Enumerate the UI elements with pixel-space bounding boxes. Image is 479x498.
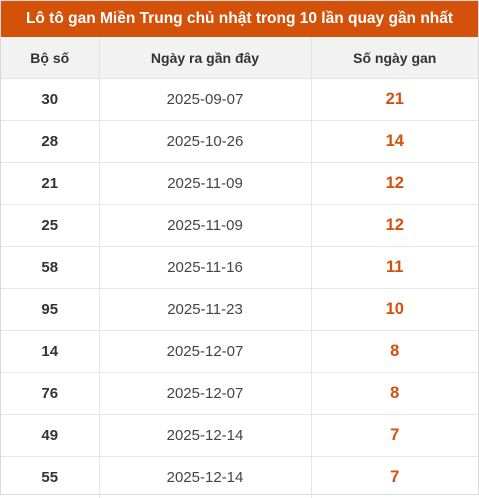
cell-date: 2025-12-14	[99, 457, 311, 498]
cell-date: 2025-12-14	[99, 415, 311, 457]
cell-date: 2025-11-09	[99, 163, 311, 205]
header-row: Bộ số Ngày ra gần đây Số ngày gan	[1, 37, 478, 79]
cell-days: 8	[311, 331, 478, 373]
cell-number: 76	[1, 373, 99, 415]
header-number: Bộ số	[1, 37, 99, 79]
cell-days: 7	[311, 457, 478, 498]
table-row: 76 2025-12-07 8	[1, 373, 478, 415]
cell-days: 10	[311, 289, 478, 331]
cell-number: 28	[1, 121, 99, 163]
cell-date: 2025-10-26	[99, 121, 311, 163]
table-header: Bộ số Ngày ra gần đây Số ngày gan	[1, 37, 478, 79]
cell-days: 12	[311, 205, 478, 247]
cell-number: 14	[1, 331, 99, 373]
cell-days: 14	[311, 121, 478, 163]
table-row: 95 2025-11-23 10	[1, 289, 478, 331]
table-row: 28 2025-10-26 14	[1, 121, 478, 163]
table-title: Lô tô gan Miền Trung chủ nhật trong 10 l…	[1, 1, 478, 37]
table-row: 49 2025-12-14 7	[1, 415, 478, 457]
table-row: 58 2025-11-16 11	[1, 247, 478, 289]
cell-date: 2025-11-23	[99, 289, 311, 331]
cell-number: 58	[1, 247, 99, 289]
cell-number: 30	[1, 79, 99, 121]
cell-date: 2025-12-07	[99, 331, 311, 373]
table-row: 14 2025-12-07 8	[1, 331, 478, 373]
header-days: Số ngày gan	[311, 37, 478, 79]
cell-days: 21	[311, 79, 478, 121]
cell-number: 21	[1, 163, 99, 205]
cell-days: 12	[311, 163, 478, 205]
cell-date: 2025-12-07	[99, 373, 311, 415]
cell-days: 7	[311, 415, 478, 457]
cell-date: 2025-11-09	[99, 205, 311, 247]
cell-date: 2025-09-07	[99, 79, 311, 121]
cell-date: 2025-11-16	[99, 247, 311, 289]
header-date: Ngày ra gần đây	[99, 37, 311, 79]
cell-days: 8	[311, 373, 478, 415]
cell-number: 55	[1, 457, 99, 498]
cell-days: 11	[311, 247, 478, 289]
cell-number: 95	[1, 289, 99, 331]
table-row: 25 2025-11-09 12	[1, 205, 478, 247]
table-row: 30 2025-09-07 21	[1, 79, 478, 121]
table-row: 21 2025-11-09 12	[1, 163, 478, 205]
cell-number: 25	[1, 205, 99, 247]
gan-table: Bộ số Ngày ra gần đây Số ngày gan 30 202…	[1, 37, 478, 498]
table-body: 30 2025-09-07 21 28 2025-10-26 14 21 202…	[1, 79, 478, 498]
cell-number: 49	[1, 415, 99, 457]
table-row: 55 2025-12-14 7	[1, 457, 478, 498]
